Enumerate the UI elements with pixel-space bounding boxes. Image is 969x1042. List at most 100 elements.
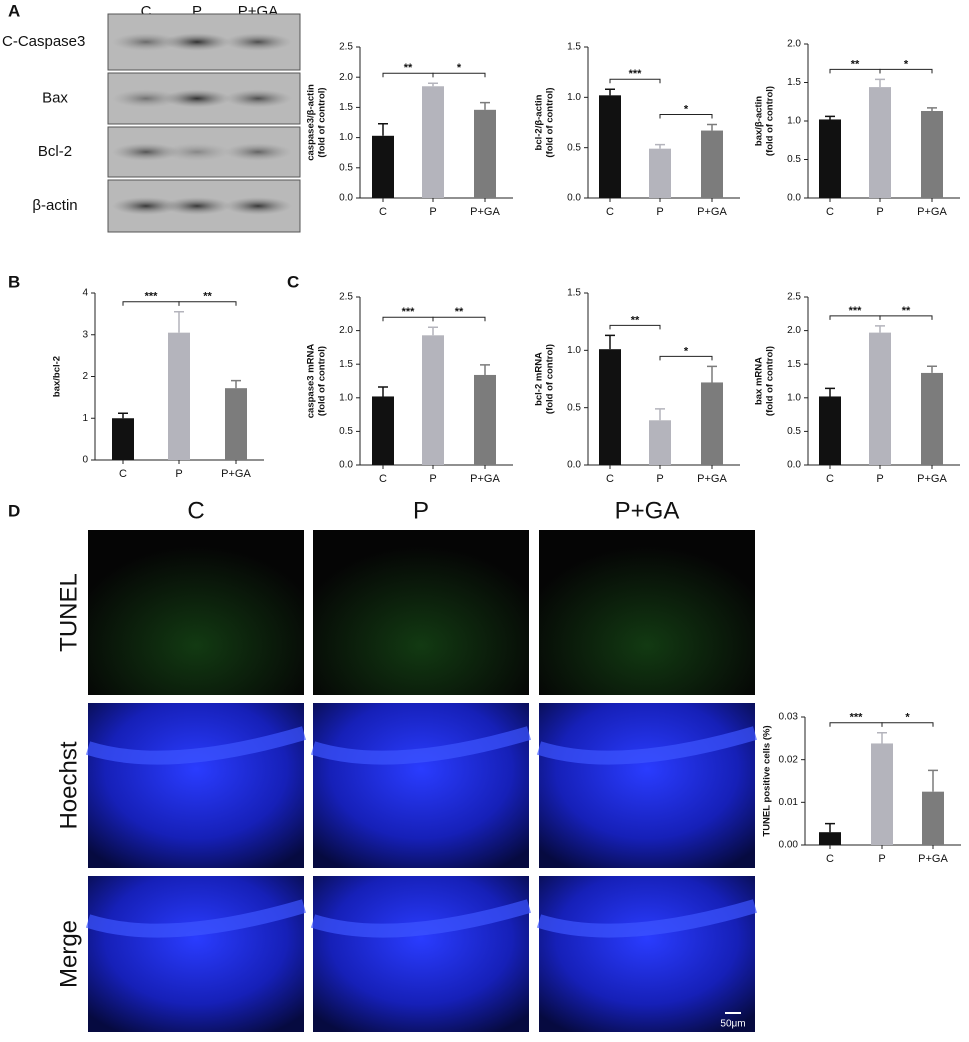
y-tick-label: 0.5 bbox=[339, 162, 353, 173]
micro-column-label: P+GA bbox=[615, 497, 680, 524]
y-tick-label: 0.5 bbox=[339, 426, 353, 437]
error-bar bbox=[605, 88, 615, 96]
bar bbox=[372, 135, 394, 198]
micro-row-label: Merge bbox=[55, 920, 82, 988]
y-tick-label: 1 bbox=[82, 413, 88, 424]
y-tick-label: 0.00 bbox=[779, 840, 799, 851]
x-tick-label: P bbox=[429, 206, 436, 218]
x-tick-label: P+GA bbox=[917, 206, 947, 218]
significance-label: *** bbox=[849, 305, 863, 317]
y-tick-label: 1.5 bbox=[567, 288, 581, 299]
y-tick-label: 1.5 bbox=[787, 359, 801, 370]
y-tick-label: 0.01 bbox=[779, 797, 799, 808]
x-tick-label: P+GA bbox=[917, 473, 947, 485]
bar bbox=[921, 372, 943, 465]
x-tick-label: P bbox=[878, 853, 885, 865]
significance-bracket bbox=[178, 301, 237, 306]
y-axis-label: TUNEL positive cells (%) bbox=[762, 725, 773, 836]
x-tick-label: P bbox=[175, 468, 182, 480]
bar bbox=[819, 119, 841, 198]
blot-band bbox=[112, 197, 180, 215]
micrograph bbox=[539, 703, 755, 868]
significance-label: ** bbox=[631, 314, 640, 326]
y-axis-label: (fold of control) bbox=[765, 346, 776, 416]
error-bar bbox=[825, 822, 835, 833]
blot-band bbox=[163, 197, 231, 215]
y-axis-label: caspase3/β-actin bbox=[306, 84, 317, 161]
micrograph bbox=[88, 703, 304, 868]
blot-band bbox=[112, 89, 180, 108]
bar bbox=[599, 95, 621, 198]
x-tick-label: P bbox=[429, 473, 436, 485]
error-bar bbox=[655, 143, 665, 149]
error-bar bbox=[378, 386, 388, 397]
y-tick-label: 1.0 bbox=[567, 345, 581, 356]
bar bbox=[225, 388, 247, 460]
x-tick-label: P+GA bbox=[470, 206, 500, 218]
error-bar bbox=[707, 123, 717, 131]
significance-label: ** bbox=[902, 305, 911, 317]
y-axis-label: (fold of control) bbox=[317, 87, 328, 157]
x-tick-label: P bbox=[656, 473, 663, 485]
significance-label: *** bbox=[402, 306, 416, 318]
x-tick-label: C bbox=[826, 853, 834, 865]
bar bbox=[819, 832, 841, 845]
x-tick-label: C bbox=[379, 206, 387, 218]
y-tick-label: 1.0 bbox=[339, 392, 353, 403]
x-tick-label: C bbox=[379, 473, 387, 485]
significance-bracket bbox=[659, 114, 713, 119]
micrograph bbox=[313, 530, 529, 695]
x-tick-label: P+GA bbox=[697, 473, 727, 485]
x-tick-label: P bbox=[876, 206, 883, 218]
y-axis-label: (fold of control) bbox=[545, 87, 556, 157]
error-bar bbox=[927, 365, 937, 373]
error-bar bbox=[877, 732, 887, 744]
y-tick-label: 1.5 bbox=[567, 42, 581, 53]
y-tick-label: 0.5 bbox=[567, 142, 581, 153]
tissue-edge bbox=[310, 726, 531, 765]
micrograph bbox=[539, 876, 755, 1032]
blot-band bbox=[224, 143, 292, 161]
y-tick-label: 1.5 bbox=[339, 359, 353, 370]
x-tick-label: C bbox=[826, 206, 834, 218]
y-tick-label: 4 bbox=[82, 288, 88, 299]
x-tick-label: P+GA bbox=[470, 473, 500, 485]
x-tick-label: C bbox=[119, 468, 127, 480]
bar bbox=[422, 86, 444, 198]
blot-column-label: P bbox=[192, 3, 202, 20]
blot-band bbox=[224, 197, 292, 215]
x-tick-label: C bbox=[606, 206, 614, 218]
tissue-edge bbox=[310, 899, 531, 938]
tissue-edge bbox=[536, 726, 757, 765]
y-tick-label: 2.0 bbox=[339, 325, 353, 336]
micrograph bbox=[313, 703, 529, 868]
y-tick-label: 1.5 bbox=[339, 102, 353, 113]
x-tick-label: C bbox=[606, 473, 614, 485]
x-tick-label: P+GA bbox=[918, 853, 948, 865]
y-tick-label: 0.5 bbox=[567, 402, 581, 413]
y-tick-label: 0.5 bbox=[787, 426, 801, 437]
blot-band bbox=[224, 33, 292, 51]
bar bbox=[168, 332, 190, 460]
significance-bracket bbox=[879, 315, 933, 320]
x-tick-label: P+GA bbox=[221, 468, 251, 480]
blot-band bbox=[112, 143, 180, 161]
tissue-edge bbox=[85, 899, 306, 938]
bar bbox=[921, 110, 943, 198]
y-tick-label: 1.0 bbox=[787, 116, 801, 127]
blot-band bbox=[163, 33, 231, 51]
blot-row-label: Bcl-2 bbox=[38, 143, 72, 160]
bar bbox=[649, 420, 671, 465]
y-tick-label: 2.5 bbox=[787, 292, 801, 303]
bar bbox=[112, 418, 134, 460]
micro-row-label: TUNEL bbox=[55, 573, 82, 652]
y-axis-label: (fold of control) bbox=[317, 346, 328, 416]
error-bar bbox=[605, 334, 615, 350]
blot-band bbox=[112, 33, 180, 51]
y-tick-label: 3 bbox=[82, 329, 88, 340]
y-axis-label: bax/β-actin bbox=[754, 96, 765, 146]
y-tick-label: 2.0 bbox=[339, 72, 353, 83]
x-tick-label: P bbox=[656, 206, 663, 218]
y-tick-label: 0 bbox=[82, 455, 88, 466]
